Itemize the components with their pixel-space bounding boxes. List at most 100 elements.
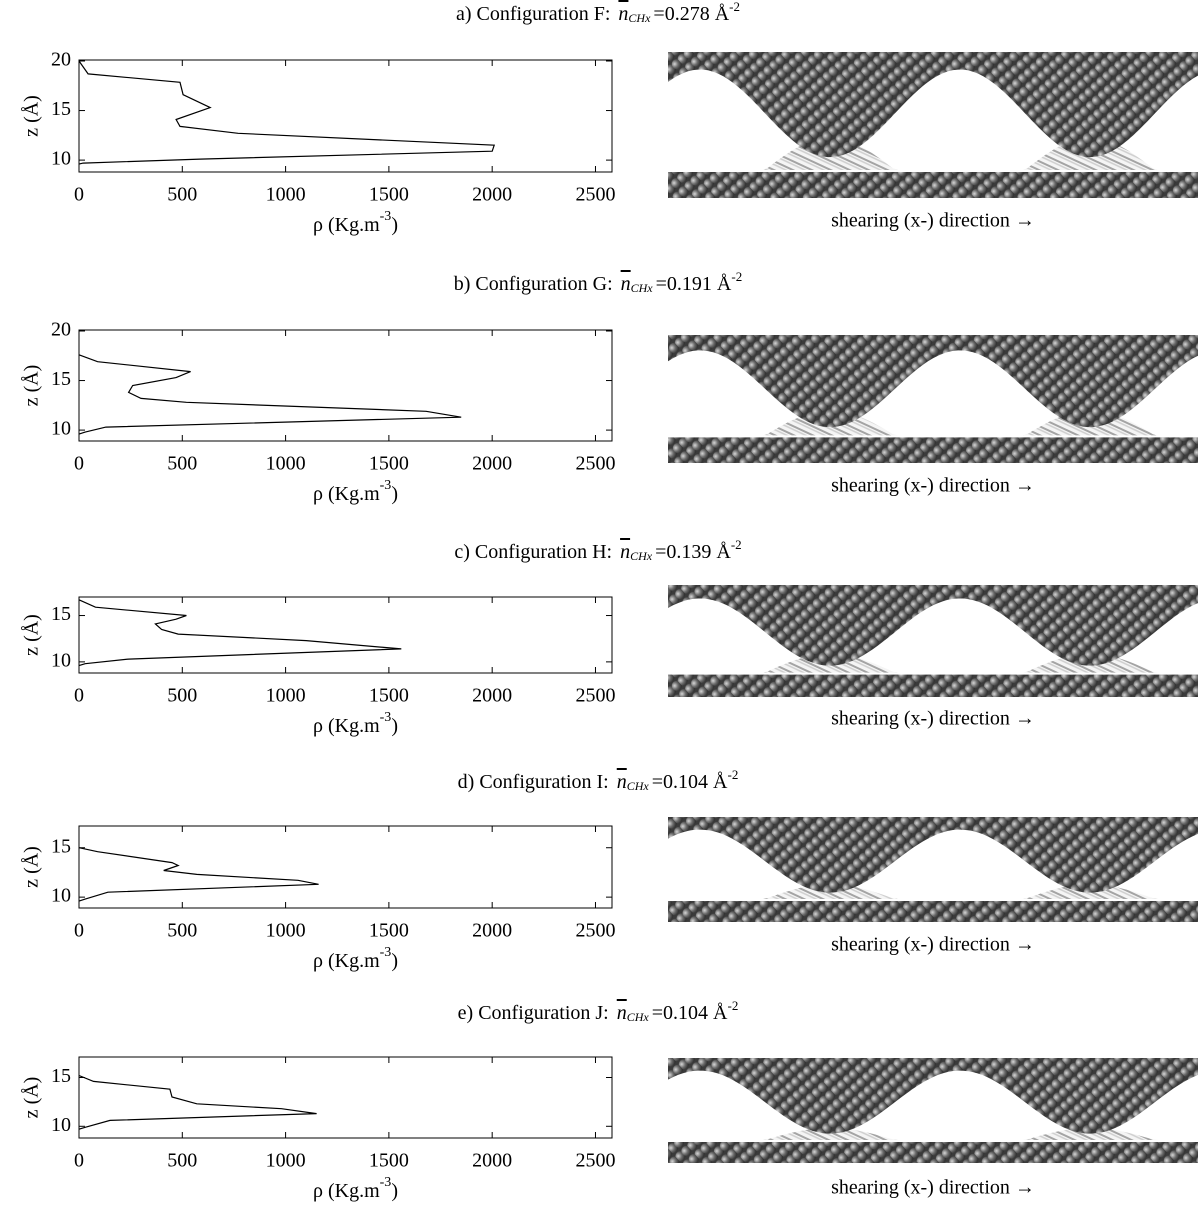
x-tick-label: 1000 [266,453,306,475]
lower-surface [668,674,1198,697]
upper-surface [668,335,1198,428]
image-caption: shearing (x-) direction → [831,1177,1035,1199]
x-label-text: ρ (Kg.m [313,1180,380,1202]
x-axis-label: ρ (Kg.m-3) [313,945,398,971]
x-tick-label: 0 [74,184,84,206]
x-tick-label: 2500 [575,920,615,942]
x-tick-label: 1500 [369,453,409,475]
density-symbol: n [620,541,630,563]
x-tick-label: 1000 [266,184,306,206]
plot-frame [78,596,613,674]
title-text: b) Configuration G: [454,273,613,295]
x-tick-label: 1000 [266,1150,306,1172]
density-value: =0.104 Å [652,1002,728,1024]
y-axis-label: z (Å) [21,846,43,888]
x-tick-label: 2500 [575,685,615,707]
y-axis-label: z (Å) [21,365,43,407]
density-value: =0.139 Å [655,541,731,563]
density-exponent: -2 [731,269,742,284]
x-label-exponent: -3 [380,209,392,224]
density-subscript: CHx [631,281,654,295]
x-label-end: ) [391,950,398,972]
x-tick-label: 2000 [472,1150,512,1172]
x-tick-label: 500 [167,1150,197,1172]
x-tick-label: 500 [167,920,197,942]
x-label-exponent: -3 [380,1175,392,1190]
y-tick-label: 15 [51,603,71,625]
density-subscript: CHx [630,549,653,563]
y-tick-label: 15 [51,835,71,857]
x-label-text: ρ (Kg.m [313,214,380,236]
x-label-text: ρ (Kg.m [313,950,380,972]
y-axis-label: z (Å) [21,614,43,656]
panel-title: e) Configuration J: nCHx =0.104 Å-2 [458,998,739,1024]
image-caption: shearing (x-) direction → [831,708,1035,730]
panel-title: c) Configuration H: nCHx =0.139 Å-2 [454,537,741,563]
x-tick-label: 1000 [266,685,306,707]
panel-title: a) Configuration F: nCHx =0.278 Å-2 [456,0,740,25]
x-axis-label: ρ (Kg.m-3) [313,209,398,235]
lower-surface [668,437,1198,463]
y-tick-label: 15 [51,1065,71,1087]
y-tick-label: 15 [51,368,71,390]
density-value: =0.278 Å [653,3,729,25]
y-tick-label: 10 [51,418,71,440]
upper-surface [668,52,1198,158]
density-line [78,1074,317,1130]
x-tick-label: 500 [167,184,197,206]
x-tick-label: 0 [74,920,84,942]
x-label-exponent: -3 [380,710,392,725]
x-tick-label: 1500 [369,920,409,942]
y-axis-label: z (Å) [21,1077,43,1119]
x-tick-label: 1500 [369,685,409,707]
lubricant-layer [668,1128,1198,1140]
x-label-end: ) [391,715,398,737]
lower-surface [668,1142,1198,1163]
x-tick-label: 500 [167,453,197,475]
lubricant-layer [668,884,1198,899]
x-label-exponent: -3 [380,478,392,493]
density-value: =0.104 Å [652,771,728,793]
x-tick-label: 1000 [266,920,306,942]
upper-surface [668,585,1198,666]
density-symbol: n [618,3,628,25]
title-text: a) Configuration F: [456,3,610,25]
x-label-text: ρ (Kg.m [313,715,380,737]
x-tick-label: 2000 [472,920,512,942]
density-subscript: CHx [627,1010,650,1024]
x-axis-label: ρ (Kg.m-3) [313,1175,398,1201]
x-tick-label: 0 [74,685,84,707]
density-exponent: -2 [731,537,742,552]
x-label-exponent: -3 [380,945,392,960]
x-tick-label: 2500 [575,184,615,206]
y-tick-label: 10 [51,1114,71,1136]
x-tick-label: 500 [167,685,197,707]
panel-title: b) Configuration G: nCHx =0.191 Å-2 [454,269,742,295]
image-caption: shearing (x-) direction → [831,934,1035,956]
x-tick-label: 2000 [472,453,512,475]
x-label-end: ) [391,483,398,505]
x-axis-label: ρ (Kg.m-3) [313,710,398,736]
upper-surface [668,1058,1198,1134]
lower-surface [668,172,1198,198]
x-tick-label: 0 [74,1150,84,1172]
density-exponent: -2 [729,0,740,14]
x-tick-label: 2000 [472,685,512,707]
x-label-end: ) [391,214,398,236]
y-tick-label: 10 [51,649,71,671]
y-tick-label: 10 [51,148,71,170]
density-exponent: -2 [727,998,738,1013]
density-symbol: n [621,273,631,295]
x-label-text: ρ (Kg.m [313,483,380,505]
density-line [78,599,402,667]
density-value: =0.191 Å [656,273,732,295]
x-tick-label: 2500 [575,1150,615,1172]
density-line [78,847,319,902]
y-tick-label: 15 [51,98,71,120]
y-axis-label: z (Å) [21,95,43,137]
x-label-end: ) [391,1180,398,1202]
image-caption: shearing (x-) direction → [831,475,1035,497]
upper-surface [668,817,1198,893]
title-text: e) Configuration J: [458,1002,609,1024]
